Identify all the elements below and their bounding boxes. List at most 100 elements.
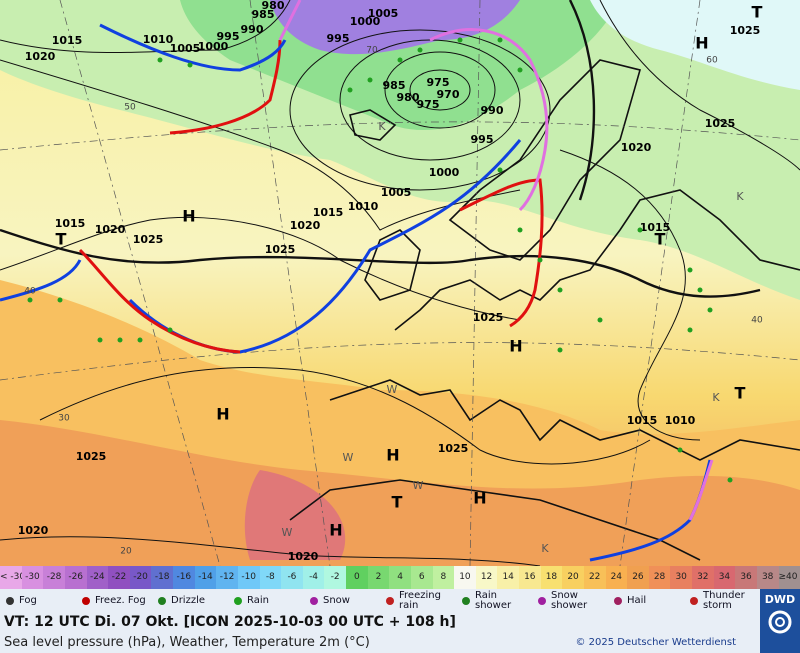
temperature-scale: < -30-30-28-26-24-22-20-18-16-14-12-10-8… — [0, 566, 800, 589]
legend-label: Drizzle — [171, 595, 206, 606]
graticule — [0, 0, 800, 566]
isotherm-label: 20 — [120, 547, 132, 557]
scale-cell: -30 — [21, 566, 44, 589]
scale-cell: -6 — [281, 566, 303, 589]
scale-cell: -26 — [64, 566, 87, 589]
coastline — [289, 59, 800, 561]
rain-symbol — [597, 317, 603, 323]
scale-cell: 10 — [454, 566, 476, 589]
isobar-label: 980 — [397, 91, 420, 104]
isobar-label: 1015 — [627, 414, 658, 427]
rain-symbol — [397, 57, 403, 63]
isobar-label: 1005 — [381, 186, 412, 199]
rain-symbol — [497, 167, 503, 173]
isobar-label: 1005 — [368, 7, 399, 20]
legend-icon — [386, 597, 394, 605]
map-description: Sea level pressure (hPa), Weather, Tempe… — [4, 635, 370, 650]
scale-cell: -14 — [194, 566, 217, 589]
scale-cell: -24 — [86, 566, 109, 589]
legend-label: Freezing rain — [399, 590, 441, 611]
legend-item: Freezing rain — [380, 589, 456, 613]
legend-icon — [234, 597, 242, 605]
isobar-label: 1025 — [705, 117, 736, 130]
scale-cell: 24 — [605, 566, 628, 589]
scale-cell: 8 — [432, 566, 455, 589]
isobar-label: 1020 — [25, 50, 56, 63]
footer: VT: 12 UTC Di. 07 Okt. [ICON 2025-10-03 … — [0, 613, 760, 653]
rain-symbol — [167, 327, 173, 333]
scale-cell: 30 — [670, 566, 692, 589]
legend-label: Freez. Fog — [95, 595, 146, 606]
isobar-label: 995 — [217, 30, 240, 43]
temperature-field-arctic — [590, 0, 800, 90]
legend-icon — [538, 597, 546, 605]
rain-symbol — [347, 87, 353, 93]
rain-symbol — [727, 477, 733, 483]
rain-symbol — [417, 47, 423, 53]
pressure-center: H — [182, 207, 195, 226]
rain-symbol — [517, 227, 523, 233]
trough-line — [568, 0, 596, 201]
scale-cell: -2 — [324, 566, 346, 589]
isobar-label: 1025 — [133, 233, 164, 246]
scale-cell: 32 — [692, 566, 714, 589]
isobar-label: 1000 — [429, 166, 460, 179]
legend-item: Freez. Fog — [76, 589, 152, 613]
legend-item: Hail — [608, 589, 684, 613]
pressure-center: T — [735, 384, 746, 403]
legend-label: Fog — [19, 595, 37, 606]
pressure-center: T — [752, 3, 763, 22]
scale-cell: -16 — [173, 566, 195, 589]
scale-cell: 16 — [519, 566, 541, 589]
legend-label: Hail — [627, 595, 647, 606]
rain-symbol — [557, 287, 563, 293]
scale-cell: < -30 — [0, 566, 22, 589]
pressure-center: H — [695, 34, 708, 53]
valid-time: VT: 12 UTC Di. 07 Okt. [ICON 2025-10-03 … — [4, 614, 456, 630]
rain-symbol — [707, 307, 713, 313]
trough-line — [0, 228, 761, 298]
weather-letter: W — [387, 383, 398, 396]
pressure-center: T — [655, 230, 666, 249]
isobar-label: 980 — [262, 0, 285, 12]
legend-label: Rain shower — [475, 590, 512, 611]
pressure-center: H — [509, 337, 522, 356]
isobar-label: 990 — [241, 23, 264, 36]
isobar-label: 1005 — [170, 42, 201, 55]
weather-letter: W — [413, 479, 424, 492]
temperature-field-frost — [270, 0, 520, 55]
scale-cell: 36 — [735, 566, 757, 589]
isobar-label: 1000 — [350, 15, 381, 28]
pressure-center: H — [386, 446, 399, 465]
scale-cell: -8 — [259, 566, 282, 589]
rain-symbol — [117, 337, 123, 343]
pressure-center: H — [216, 405, 229, 424]
legend-item: Rain — [228, 589, 304, 613]
weather-letter: W — [343, 451, 354, 464]
weather-letter: W — [282, 526, 293, 539]
scale-cell: 28 — [648, 566, 671, 589]
isotherm-label: 30 — [58, 414, 70, 424]
isobar-label: 1000 — [198, 40, 229, 53]
isotherm-label: 40 — [24, 287, 36, 297]
rain-symbol — [157, 57, 163, 63]
legend-item: Drizzle — [152, 589, 228, 613]
isobars — [0, 0, 800, 566]
legend-label: Snow shower — [551, 590, 588, 611]
isobar-label: 995 — [327, 32, 350, 45]
rain-symbol — [57, 297, 63, 303]
legend-item: Snow — [304, 589, 380, 613]
legend-icon — [462, 597, 470, 605]
rain-symbol — [187, 62, 193, 68]
rain-symbol — [367, 77, 373, 83]
rain-symbol — [457, 37, 463, 43]
isobar-label: 1025 — [438, 442, 469, 455]
occluded-front — [278, 0, 714, 521]
weather-letter: K — [712, 391, 720, 404]
map-labels: 1015102010101005100099599098598010001005… — [18, 0, 763, 563]
scale-cell: 4 — [389, 566, 411, 589]
pressure-center: H — [473, 489, 486, 508]
isobar-label: 995 — [471, 133, 494, 146]
rain-symbol — [697, 287, 703, 293]
